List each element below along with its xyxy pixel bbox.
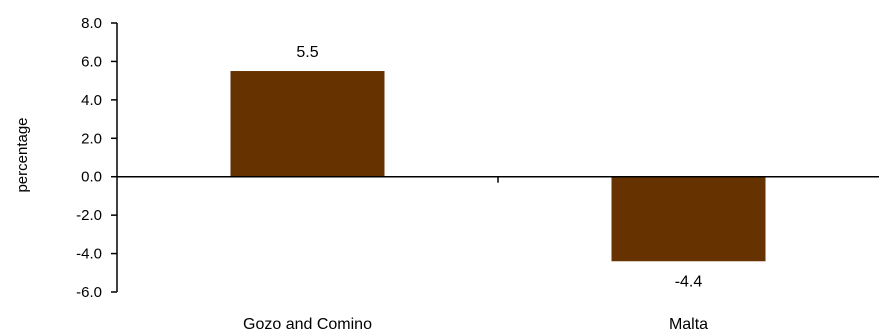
zero-baseline [117,175,879,183]
data-labels: 5.5 -4.4 [296,44,702,290]
category-label: Malta [669,316,708,333]
y-tick-label: 2.0 [81,130,102,147]
bar-data-label: -4.4 [675,273,703,290]
y-axis-title: percentage [14,117,31,192]
y-tick-label: -6.0 [76,284,102,301]
bar-data-label: 5.5 [296,44,318,61]
y-tick-label: -2.0 [76,207,102,224]
y-axis: 8.0 6.0 4.0 2.0 0.0 -2.0 -4.0 -6.0 [76,15,118,301]
bar [611,176,766,262]
y-tick-label: 4.0 [81,92,102,109]
y-tick-label: 6.0 [81,53,102,70]
bar [230,71,385,177]
y-tick-label: 0.0 [81,169,102,186]
bars [230,71,766,262]
category-labels: Gozo and Comino Malta [243,316,708,333]
y-tick-label: 8.0 [81,15,102,32]
category-label: Gozo and Comino [243,316,372,333]
y-tick-label: -4.0 [76,246,102,263]
